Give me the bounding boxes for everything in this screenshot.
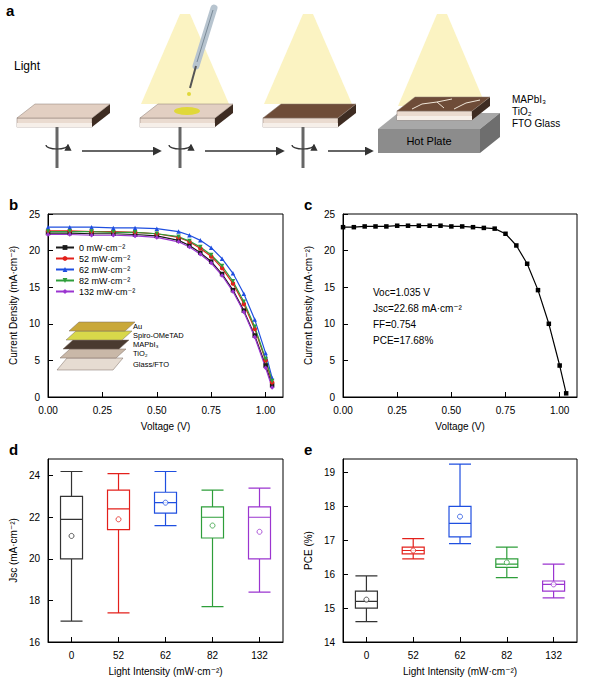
svg-text:15: 15 <box>29 282 41 293</box>
svg-text:5: 5 <box>329 355 335 366</box>
svg-text:10: 10 <box>29 318 41 329</box>
svg-text:0: 0 <box>34 392 40 403</box>
svg-text:0: 0 <box>364 650 370 661</box>
svg-text:b: b <box>9 196 18 213</box>
svg-text:Hot Plate: Hot Plate <box>406 135 451 147</box>
svg-text:1.00: 1.00 <box>550 405 570 416</box>
svg-text:Current Density (mA·cm⁻²): Current Density (mA·cm⁻²) <box>8 246 19 365</box>
svg-text:0.75: 0.75 <box>201 405 221 416</box>
svg-text:0.00: 0.00 <box>38 405 58 416</box>
svg-text:62: 62 <box>454 650 466 661</box>
svg-text:Spiro-OMeTAD: Spiro-OMeTAD <box>133 331 184 340</box>
svg-text:FF=0.754: FF=0.754 <box>373 319 417 330</box>
svg-text:24: 24 <box>29 470 41 481</box>
svg-text:10: 10 <box>324 318 336 329</box>
svg-text:PCE (%): PCE (%) <box>303 531 314 570</box>
svg-text:16: 16 <box>29 637 41 648</box>
svg-text:Current Density (mA·cm⁻²): Current Density (mA·cm⁻²) <box>303 246 314 365</box>
svg-text:0.25: 0.25 <box>93 405 113 416</box>
svg-text:c: c <box>304 196 312 213</box>
svg-text:22: 22 <box>29 512 41 523</box>
svg-text:25: 25 <box>29 209 41 220</box>
svg-text:Light: Light <box>14 59 41 73</box>
svg-text:Light Intensity (mW·cm⁻²): Light Intensity (mW·cm⁻²) <box>108 666 222 677</box>
svg-text:0.00: 0.00 <box>333 405 353 416</box>
svg-text:MAPbI₃: MAPbI₃ <box>512 94 546 105</box>
svg-text:0: 0 <box>329 392 335 403</box>
svg-text:132: 132 <box>545 650 562 661</box>
svg-text:TiO₂: TiO₂ <box>512 106 532 117</box>
svg-text:1.00: 1.00 <box>256 405 276 416</box>
svg-text:Voc=1.035 V: Voc=1.035 V <box>373 287 430 298</box>
svg-text:14: 14 <box>324 637 336 648</box>
svg-text:52: 52 <box>113 650 125 661</box>
svg-text:20: 20 <box>324 245 336 256</box>
svg-text:52 mW·cm⁻²: 52 mW·cm⁻² <box>79 254 130 264</box>
svg-text:Jsc=22.68 mA·cm⁻²: Jsc=22.68 mA·cm⁻² <box>373 303 463 314</box>
svg-text:FTO Glass: FTO Glass <box>512 118 560 129</box>
svg-text:5: 5 <box>34 355 40 366</box>
svg-text:TiO₂: TiO₂ <box>133 349 148 358</box>
svg-text:0.50: 0.50 <box>147 405 167 416</box>
svg-text:Voltage (V): Voltage (V) <box>435 421 484 432</box>
svg-text:132: 132 <box>251 650 268 661</box>
svg-text:17: 17 <box>324 535 336 546</box>
svg-text:62: 62 <box>160 650 172 661</box>
svg-text:16: 16 <box>324 569 336 580</box>
svg-text:15: 15 <box>324 282 336 293</box>
svg-text:Au: Au <box>133 322 142 331</box>
svg-text:132 mW·cm⁻²: 132 mW·cm⁻² <box>79 287 135 297</box>
svg-text:19: 19 <box>324 467 336 478</box>
svg-text:0: 0 <box>69 650 75 661</box>
svg-text:a: a <box>6 2 15 19</box>
svg-text:Light Intensity (mW·cm⁻²): Light Intensity (mW·cm⁻²) <box>403 666 517 677</box>
svg-text:PCE=17.68%: PCE=17.68% <box>373 335 433 346</box>
svg-text:0.75: 0.75 <box>496 405 516 416</box>
svg-text:82: 82 <box>207 650 219 661</box>
svg-text:82 mW·cm⁻²: 82 mW·cm⁻² <box>79 276 130 286</box>
svg-text:Glass/FTO: Glass/FTO <box>133 360 169 369</box>
svg-text:62 mW·cm⁻²: 62 mW·cm⁻² <box>79 265 130 275</box>
svg-text:18: 18 <box>324 501 336 512</box>
svg-text:18: 18 <box>29 595 41 606</box>
svg-text:e: e <box>304 441 312 458</box>
svg-text:MAPbI₃: MAPbI₃ <box>133 340 159 349</box>
svg-text:Voltage (V): Voltage (V) <box>141 421 190 432</box>
svg-text:20: 20 <box>29 245 41 256</box>
svg-text:20: 20 <box>29 553 41 564</box>
svg-text:15: 15 <box>324 603 336 614</box>
svg-text:d: d <box>9 441 18 458</box>
svg-text:0 mW·cm⁻²: 0 mW·cm⁻² <box>79 243 125 253</box>
svg-text:25: 25 <box>324 209 336 220</box>
svg-text:82: 82 <box>501 650 513 661</box>
svg-text:0.50: 0.50 <box>442 405 462 416</box>
svg-text:Jsc (mA·cm⁻²): Jsc (mA·cm⁻²) <box>8 518 19 583</box>
svg-text:52: 52 <box>408 650 420 661</box>
svg-text:0.25: 0.25 <box>387 405 407 416</box>
